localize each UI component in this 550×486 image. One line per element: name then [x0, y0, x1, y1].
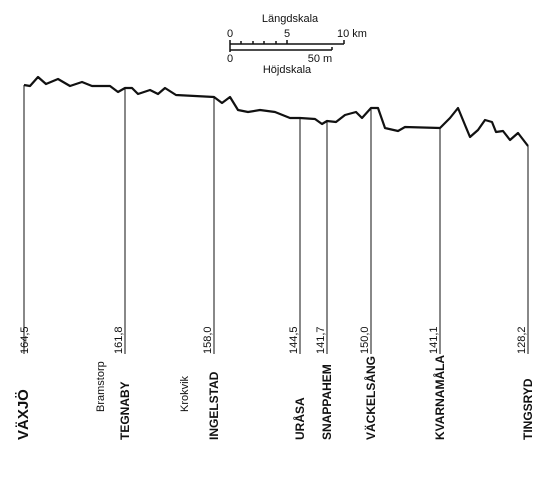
station-name: KVARNAMÅLA	[432, 355, 447, 440]
scale-bar	[229, 40, 345, 52]
station-name: VÄXJÖ	[15, 389, 32, 440]
elevation-label: 161,8	[113, 326, 125, 354]
height-scale-start: 0	[227, 53, 233, 65]
elevation-label: 164,5	[19, 326, 31, 354]
elevation-label: 158,0	[202, 326, 214, 354]
length-scale-end: 10 km	[337, 28, 367, 40]
halt-name: Krokvik	[179, 375, 191, 412]
height-scale-title: Höjdskala	[263, 64, 312, 76]
length-scale-mid: 5	[284, 28, 290, 40]
elevation-label: 141,7	[315, 326, 327, 354]
halt-name: Bramstorp	[95, 361, 107, 412]
station-name: TEGNABY	[118, 381, 132, 440]
station-name: SNAPPAHEM	[320, 364, 334, 440]
station-name: VÄCKELSÅNG	[363, 356, 378, 440]
length-scale-start: 0	[227, 28, 233, 40]
profile-line	[23, 75, 529, 147]
elevation-label: 150,0	[359, 326, 371, 354]
station-name: INGELSTAD	[207, 371, 221, 440]
elevation-label: 141,1	[428, 326, 440, 354]
length-scale-title: Längdskala	[262, 13, 319, 25]
elevation-label: 144,5	[288, 326, 300, 354]
elevation-label: 128,2	[516, 326, 528, 354]
station-name: URÅSA	[292, 397, 307, 440]
station-name: TINGSRYD	[521, 378, 535, 440]
height-scale-end: 50 m	[308, 53, 332, 65]
